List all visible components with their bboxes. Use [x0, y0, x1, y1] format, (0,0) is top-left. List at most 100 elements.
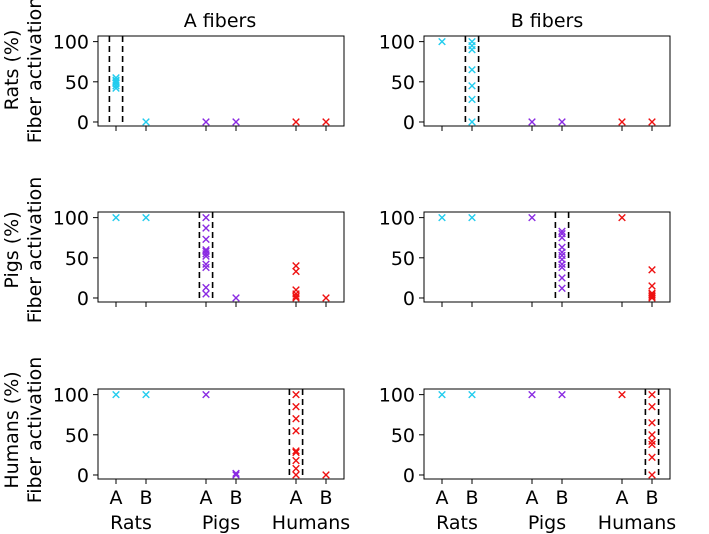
- data-point-pigs: [558, 227, 566, 236]
- y-tick-label: 100: [53, 385, 89, 407]
- data-point-humans: [618, 390, 626, 399]
- data-point-humans: [648, 390, 656, 399]
- data-point-humans: [618, 118, 626, 126]
- x-tick-label: B: [229, 487, 242, 509]
- x-tick-label: B: [465, 487, 478, 509]
- data-point-rats: [438, 390, 446, 399]
- y-tick-label: 0: [77, 288, 89, 310]
- data-point-pigs: [558, 229, 566, 238]
- data-point-humans: [618, 213, 626, 222]
- data-point-pigs: [202, 224, 210, 232]
- data-point-pigs: [528, 213, 536, 222]
- data-point-rats: [112, 213, 120, 222]
- data-point-humans: [292, 390, 300, 399]
- data-point-pigs: [528, 118, 536, 126]
- data-point-humans: [292, 118, 300, 126]
- data-point-humans: [648, 290, 656, 299]
- data-point-humans: [648, 418, 656, 427]
- data-point-rats: [142, 390, 150, 399]
- data-point-pigs: [202, 290, 210, 298]
- data-point-humans: [322, 471, 330, 479]
- x-tick-label: A: [200, 487, 213, 509]
- data-point-humans: [292, 447, 300, 455]
- panel-frame: [97, 35, 345, 127]
- row-label-humans-line1: Humans (%): [1, 371, 23, 488]
- y-tick-label: 100: [379, 208, 415, 230]
- data-point-rats: [468, 37, 476, 46]
- data-point-humans: [292, 402, 300, 411]
- data-point-rats: [438, 37, 446, 46]
- data-point-rats: [438, 213, 446, 222]
- data-point-rats: [468, 118, 476, 126]
- data-point-humans: [648, 440, 656, 449]
- data-point-pigs: [202, 245, 210, 254]
- data-point-rats: [468, 95, 476, 104]
- data-point-humans: [322, 118, 330, 126]
- panel-frame: [423, 35, 671, 127]
- data-point-humans: [292, 267, 300, 276]
- data-point-pigs: [558, 251, 566, 260]
- y-tick-label: 50: [391, 425, 415, 447]
- data-point-pigs: [202, 247, 210, 256]
- y-tick-label: 0: [77, 112, 89, 134]
- data-point-pigs: [558, 390, 566, 399]
- row-label-humans-line2: Fiber activation: [24, 357, 46, 504]
- y-tick-label: 0: [403, 288, 415, 310]
- y-tick-label: 50: [391, 248, 415, 270]
- x-tick-label: B: [645, 487, 658, 509]
- data-point-rats: [468, 390, 476, 399]
- column-title-b-fibers: B fibers: [511, 10, 584, 32]
- row-label-pigs-line2: Fiber activation: [24, 177, 46, 324]
- data-point-humans: [292, 414, 300, 423]
- data-point-humans: [648, 282, 656, 290]
- x-group-label: Humans: [598, 512, 676, 534]
- data-point-humans: [648, 471, 656, 479]
- data-point-humans: [292, 456, 300, 465]
- x-group-label: Pigs: [202, 512, 240, 534]
- data-point-humans: [648, 431, 656, 439]
- data-point-humans: [322, 294, 330, 302]
- x-tick-label: A: [290, 487, 303, 509]
- row-label-rats-line1: Rats (%): [1, 30, 23, 111]
- data-point-pigs: [232, 118, 240, 126]
- data-point-humans: [292, 262, 300, 270]
- x-group-label: Humans: [272, 512, 350, 534]
- y-tick-label: 0: [77, 465, 89, 487]
- panel-frame: [423, 388, 671, 480]
- data-point-humans: [648, 402, 656, 411]
- data-point-humans: [292, 471, 300, 479]
- data-point-rats: [468, 213, 476, 222]
- data-point-humans: [648, 289, 656, 297]
- x-group-label: Pigs: [528, 512, 566, 534]
- data-point-humans: [292, 286, 300, 294]
- data-point-humans: [648, 266, 656, 274]
- y-tick-label: 100: [53, 208, 89, 230]
- data-point-pigs: [558, 118, 566, 126]
- data-point-rats: [112, 76, 120, 84]
- data-point-humans: [292, 448, 300, 457]
- row-label-pigs-line1: Pigs (%): [1, 211, 23, 288]
- y-tick-label: 50: [65, 248, 89, 270]
- data-point-rats: [112, 73, 120, 82]
- data-point-humans: [292, 464, 300, 473]
- data-point-pigs: [202, 283, 210, 292]
- data-point-humans: [292, 292, 300, 301]
- data-point-rats: [468, 82, 476, 90]
- data-point-pigs: [232, 294, 240, 302]
- y-tick-label: 100: [53, 32, 89, 54]
- data-point-pigs: [558, 263, 566, 272]
- data-point-humans: [648, 453, 656, 462]
- y-tick-label: 50: [391, 72, 415, 94]
- data-point-rats: [142, 118, 150, 126]
- data-point-rats: [112, 390, 120, 399]
- data-point-rats: [142, 213, 150, 222]
- data-point-humans: [292, 426, 300, 435]
- x-tick-label: B: [139, 487, 152, 509]
- data-point-pigs: [202, 213, 210, 222]
- y-tick-label: 50: [65, 425, 89, 447]
- x-tick-label: A: [616, 487, 629, 509]
- panel-pigs-b: 0 50 100: [379, 208, 671, 310]
